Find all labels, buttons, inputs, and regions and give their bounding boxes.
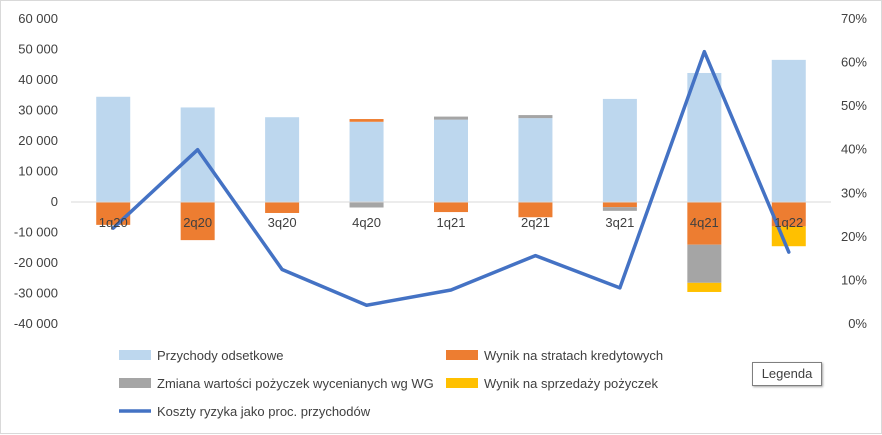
right-tick-label: 0% [848, 316, 867, 331]
category-label: 1q22 [774, 215, 803, 230]
legend-button[interactable]: Legenda [752, 362, 822, 386]
right-tick-label: 30% [841, 185, 867, 200]
category-label: 2q20 [183, 215, 212, 230]
category-label: 2q21 [521, 215, 550, 230]
right-tick-label: 40% [841, 142, 867, 157]
bar-przychody-odsetkowe [349, 121, 384, 202]
risk-cost-point [111, 226, 115, 230]
right-tick-label: 20% [841, 229, 867, 244]
bar-wynik-na-stratach-kredytowych [265, 202, 300, 213]
risk-cost-point [533, 254, 537, 258]
bar-przychody-odsetkowe [96, 96, 131, 202]
left-tick-label: 40 000 [18, 72, 58, 87]
right-tick-label: 50% [841, 98, 867, 113]
left-tick-label: 30 000 [18, 103, 58, 118]
left-tick-label: 50 000 [18, 42, 58, 57]
legend-label: Przychody odsetkowe [157, 348, 283, 363]
left-tick-label: 10 000 [18, 164, 58, 179]
bar-wynik-na-stratach-kredytowych [434, 202, 468, 213]
right-tick-label: 10% [841, 272, 867, 287]
bar-zmiana-warto-ci-po-yczek-wycenianych-wg-wg [349, 202, 384, 208]
category-label: 1q20 [99, 215, 128, 230]
category-label: 3q21 [605, 215, 634, 230]
bar-przychody-odsetkowe [771, 59, 806, 203]
bar-wynik-na-sprzeda-y-po-yczek [687, 282, 722, 292]
left-axis: -40 000 -30 000 -20 000 -10 000 0 10 000 20 00… [14, 11, 58, 331]
risk-cost-point [449, 288, 453, 292]
bar-przychody-odsetkowe [602, 98, 637, 202]
legend-label: Koszty ryzyka jako proc. przychodów [157, 404, 371, 419]
category-label: 4q21 [690, 215, 719, 230]
left-tick-label: -20 000 [14, 255, 58, 270]
category-labels: 1q20 2q20 3q20 4q20 1q21 2q21 3q21 4q21 1q22 [99, 215, 803, 230]
bar-zmiana-warto-ci-po-yczek-wycenianych-wg-wg [434, 116, 468, 120]
bar-wynik-na-stratach-kredytowych [349, 119, 384, 122]
bar-przychody-odsetkowe [265, 117, 300, 202]
left-tick-label: 60 000 [18, 11, 58, 26]
bars [71, 59, 831, 292]
legend-swatch [446, 350, 478, 360]
legend-swatch [119, 350, 151, 360]
bar-przychody-odsetkowe [180, 107, 215, 202]
bar-wynik-na-stratach-kredytowych [602, 202, 637, 208]
right-tick-label: 60% [841, 55, 867, 70]
risk-cost-line [111, 49, 791, 308]
left-tick-label: -10 000 [14, 225, 58, 240]
left-tick-label: 20 000 [18, 133, 58, 148]
bar-wynik-na-stratach-kredytowych [180, 202, 215, 241]
risk-cost-point [365, 303, 369, 307]
bar-wynik-na-stratach-kredytowych [687, 202, 722, 245]
bar-zmiana-warto-ci-po-yczek-wycenianych-wg-wg [602, 207, 637, 211]
bar-zmiana-warto-ci-po-yczek-wycenianych-wg-wg [687, 244, 722, 283]
legend-label: Wynik na sprzedaży pożyczek [484, 376, 659, 391]
risk-cost-point [280, 268, 284, 272]
bar-zmiana-warto-ci-po-yczek-wycenianych-wg-wg [518, 115, 553, 119]
bar-przychody-odsetkowe [434, 119, 468, 202]
left-tick-label: 0 [51, 194, 58, 209]
risk-cost-point [618, 286, 622, 290]
left-tick-label: -30 000 [14, 286, 58, 301]
left-tick-label: -40 000 [14, 316, 58, 331]
legend: Przychody odsetkowe Wynik na stratach kre… [119, 348, 663, 419]
category-label: 1q21 [437, 215, 466, 230]
legend-swatch [446, 378, 478, 388]
bar-przychody-odsetkowe [518, 118, 553, 202]
bar-wynik-na-stratach-kredytowych [518, 202, 553, 218]
category-label: 3q20 [268, 215, 297, 230]
risk-cost-point [702, 50, 706, 54]
bar-przychody-odsetkowe [687, 72, 722, 202]
right-axis: 0% 10% 20% 30% 40% 50% 60% 70% [841, 11, 867, 331]
risk-cost-point [196, 148, 200, 152]
legend-label: Zmiana wartości pożyczek wycenianych wg … [157, 376, 434, 391]
right-tick-label: 70% [841, 11, 867, 26]
legend-label: Wynik na stratach kredytowych [484, 348, 663, 363]
risk-cost-point [787, 250, 791, 254]
legend-swatch [119, 378, 151, 388]
category-label: 4q20 [352, 215, 381, 230]
